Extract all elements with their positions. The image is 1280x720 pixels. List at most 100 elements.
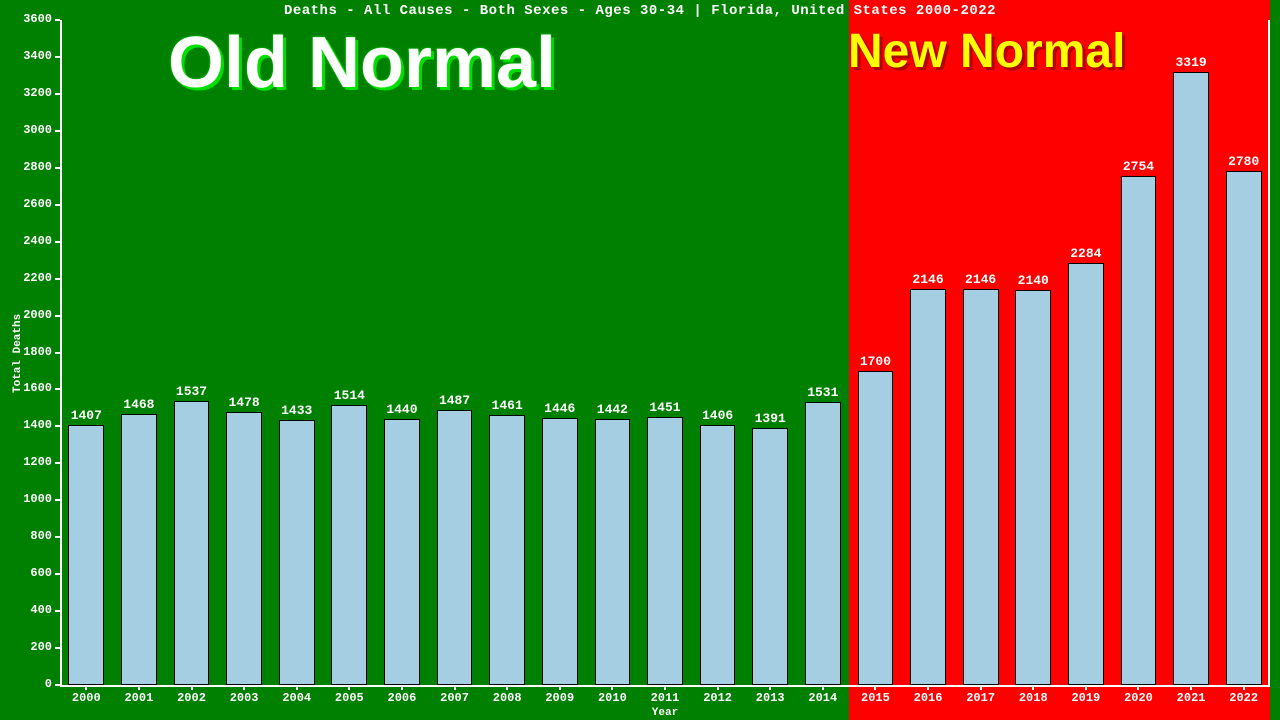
x-tick-mark [454,685,456,690]
y-tick-mark [55,204,60,206]
y-tick-label: 1000 [0,492,52,506]
y-tick-label: 2400 [0,234,52,248]
x-tick-label: 2015 [849,691,902,705]
bar [1173,72,1209,685]
bar [384,419,420,685]
x-axis-title: Year [60,707,1270,719]
x-tick-mark [717,685,719,690]
x-tick-label: 2000 [60,691,113,705]
x-tick-mark [980,685,982,690]
x-tick-mark [296,685,298,690]
x-tick-label: 2016 [902,691,955,705]
y-tick-label: 2600 [0,197,52,211]
x-tick-label: 2022 [1217,691,1270,705]
y-tick-mark [55,647,60,649]
bar [963,289,999,685]
bar-value-label: 1433 [270,403,323,418]
x-tick-label: 2006 [376,691,429,705]
y-tick-label: 1600 [0,381,52,395]
x-tick-label: 2005 [323,691,376,705]
x-tick-mark [506,685,508,690]
y-axis-title: Total Deaths [12,313,24,392]
x-tick-label: 2014 [797,691,850,705]
bar-value-label: 2780 [1217,154,1270,169]
y-tick-label: 2200 [0,271,52,285]
bar-value-label: 1478 [218,395,271,410]
y-tick-mark [55,19,60,21]
y-tick-label: 0 [0,677,52,691]
y-tick-label: 400 [0,603,52,617]
x-tick-mark [401,685,403,690]
bar [1015,290,1051,685]
bar [489,415,525,685]
bar-value-label: 1487 [428,393,481,408]
bar-value-label: 1700 [849,354,902,369]
x-tick-label: 2013 [744,691,797,705]
bar-value-label: 2284 [1060,246,1113,261]
y-tick-mark [55,388,60,390]
bar-value-label: 1407 [60,408,113,423]
y-tick-mark [55,684,60,686]
bar-value-label: 1531 [797,385,850,400]
y-tick-label: 200 [0,640,52,654]
bar-value-label: 1440 [376,402,429,417]
y-tick-label: 3400 [0,49,52,63]
y-tick-label: 3600 [0,12,52,26]
bar-value-label: 2140 [1007,273,1060,288]
x-tick-label: 2010 [586,691,639,705]
y-tick-mark [55,278,60,280]
bar [805,402,841,685]
y-tick-label: 1400 [0,418,52,432]
x-tick-label: 2012 [691,691,744,705]
bar-value-label: 1461 [481,398,534,413]
x-tick-mark [1190,685,1192,690]
y-tick-mark [55,425,60,427]
bar-value-label: 2754 [1112,159,1165,174]
bar [858,371,894,685]
chart-title: Deaths - All Causes - Both Sexes - Ages … [0,3,1280,19]
overlay-text-1: New Normal [848,24,1125,79]
x-tick-label: 2001 [113,691,166,705]
x-tick-mark [1085,685,1087,690]
y-tick-mark [55,93,60,95]
bar-value-label: 2146 [902,272,955,287]
y-tick-mark [55,56,60,58]
x-tick-label: 2009 [533,691,586,705]
bar [121,414,157,685]
y-tick-mark [55,241,60,243]
bar-value-label: 1451 [639,400,692,415]
bar [174,401,210,685]
bar-value-label: 1406 [691,408,744,423]
bar [279,420,315,685]
y-tick-label: 3200 [0,86,52,100]
x-tick-mark [611,685,613,690]
y-tick-label: 2800 [0,160,52,174]
y-tick-label: 2000 [0,308,52,322]
x-tick-mark [927,685,929,690]
bar-value-label: 1446 [533,401,586,416]
x-tick-label: 2004 [270,691,323,705]
x-tick-label: 2002 [165,691,218,705]
bar-value-label: 1514 [323,388,376,403]
bar-value-label: 1391 [744,411,797,426]
bar [226,412,262,685]
y-tick-mark [55,499,60,501]
overlay-text-0: Old Normal [168,22,556,104]
chart-root: Deaths - All Causes - Both Sexes - Ages … [0,0,1280,720]
y-tick-mark [55,573,60,575]
y-tick-mark [55,536,60,538]
x-tick-label: 2017 [954,691,1007,705]
x-tick-mark [559,685,561,690]
x-tick-mark [664,685,666,690]
bar [752,428,788,685]
x-tick-mark [191,685,193,690]
x-tick-label: 2021 [1165,691,1218,705]
x-tick-label: 2018 [1007,691,1060,705]
y-tick-mark [55,315,60,317]
x-tick-mark [243,685,245,690]
bar [647,417,683,685]
y-tick-mark [55,130,60,132]
y-tick-label: 1800 [0,345,52,359]
x-tick-label: 2011 [639,691,692,705]
bar-value-label: 1537 [165,384,218,399]
